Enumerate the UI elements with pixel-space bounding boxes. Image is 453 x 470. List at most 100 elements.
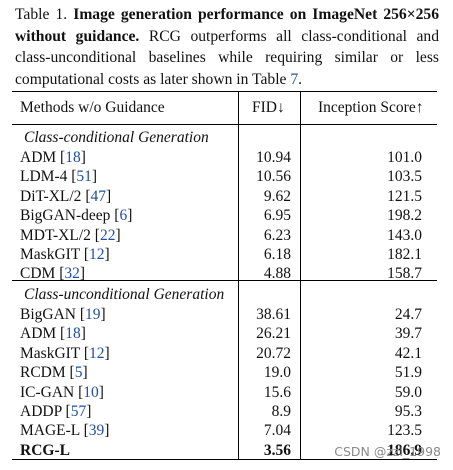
inception-score-cell: 95.3 [394, 403, 422, 420]
table-row: RCDM [5] 19.0 51.9 [0, 364, 453, 384]
citation-link[interactable]: 10 [83, 383, 99, 401]
method-cell: RCG-L [20, 442, 70, 460]
table-row: BigGAN-deep [6] 6.95 198.2 [0, 207, 453, 227]
method-cell: LDM-4 [51] [20, 168, 98, 186]
fid-cell: 10.94 [256, 149, 291, 166]
fid-cell: 9.62 [263, 187, 291, 205]
fid-cell: 20.72 [256, 344, 291, 362]
fid-cell: 8.9 [271, 403, 291, 420]
header-fid: FID↓ [252, 99, 285, 116]
method-cell: MAGE-L [39] [20, 422, 110, 440]
citation-link[interactable]: 51 [76, 168, 92, 186]
method-cell: MDT-XL/2 [22] [20, 226, 121, 244]
method-name: MAGE-L [20, 422, 80, 440]
table-row: MAGE-L [39] 7.04 123.5 [0, 422, 453, 442]
inception-score-cell: 39.7 [394, 325, 422, 343]
method-name: BigGAN-deep [20, 207, 111, 225]
table-row: LDM-4 [51] 10.56 103.5 [0, 168, 453, 188]
method-cell: ADM [18] [20, 149, 86, 166]
header-inception-score: Inception Score↑ [318, 99, 424, 116]
citation-link[interactable]: 18 [65, 325, 81, 343]
method-name: CDM [20, 265, 56, 283]
column-divider-2 [300, 92, 301, 459]
citation-link[interactable]: 19 [85, 306, 101, 323]
citation-link[interactable]: 32 [64, 265, 80, 283]
method-name: RCG-L [20, 441, 70, 459]
caption-text: RCG outperforms all class-conditional an… [15, 27, 439, 88]
table-row: MDT-XL/2 [22] 6.23 143.0 [0, 227, 453, 247]
method-name: ADDP [20, 403, 62, 420]
inception-score-cell: 158.7 [387, 265, 422, 283]
method-cell: MaskGIT [12] [20, 344, 110, 362]
inception-score-cell: 186.9 [387, 441, 422, 459]
section-title: Class-unconditional Generation [24, 286, 225, 303]
inception-score-cell: 59.0 [394, 383, 422, 401]
citation-link[interactable]: 5 [74, 364, 83, 382]
citation-link[interactable]: 57 [70, 403, 87, 420]
inception-score-cell: 24.7 [394, 306, 422, 323]
method-name: MaskGIT [20, 344, 80, 362]
method-cell: ADM [18] [20, 325, 86, 343]
table-row: BigGAN [19] 38.61 24.7 [0, 306, 453, 326]
method-name: ADM [20, 325, 57, 343]
citation-link[interactable]: 12 [89, 344, 105, 362]
method-name: MaskGIT [20, 246, 80, 263]
inception-score-cell: 182.1 [387, 246, 422, 263]
inception-score-cell: 198.2 [387, 207, 422, 225]
method-name: BigGAN [20, 306, 76, 323]
citation-link[interactable]: 22 [99, 226, 116, 244]
citation-link[interactable]: 47 [90, 187, 106, 205]
fid-cell: 6.23 [263, 226, 291, 244]
method-cell: CDM [32] [20, 265, 86, 283]
method-cell: DiT-XL/2 [47] [20, 187, 112, 205]
table-row: MaskGIT [12] 20.72 42.1 [0, 345, 453, 365]
fid-cell: 38.61 [256, 306, 291, 323]
fid-cell: 26.21 [256, 325, 291, 343]
method-cell: BigGAN [19] [20, 306, 106, 323]
fid-cell: 7.04 [263, 422, 291, 440]
citation-link[interactable]: 18 [65, 149, 81, 166]
method-name: MDT-XL/2 [20, 226, 91, 244]
method-name: ADM [20, 149, 57, 166]
caption-table-ref-link[interactable]: 7 [290, 70, 299, 88]
header-methods: Methods w/o Guidance [20, 99, 165, 116]
table-row: CDM [32] 4.88 158.7 [0, 265, 453, 285]
fid-cell: 19.0 [263, 364, 291, 382]
watermark: CSDN @zzl_1998 [334, 444, 441, 459]
table-row: DiT-XL/2 [47] 9.62 121.5 [0, 188, 453, 208]
fid-cell: 10.56 [256, 168, 291, 186]
table-row: RCG-L 3.56 186.9 [0, 442, 453, 462]
inception-score-cell: 42.1 [394, 344, 422, 362]
method-name: LDM-4 [20, 168, 68, 186]
inception-score-cell: 103.5 [387, 168, 422, 186]
method-cell: RCDM [5] [20, 364, 88, 382]
method-cell: BigGAN-deep [6] [20, 207, 133, 225]
fid-cell: 6.18 [263, 246, 291, 263]
table-row: ADM [18] 10.94 101.0 [0, 149, 453, 169]
method-cell: IC-GAN [10] [20, 383, 104, 401]
fid-cell: 15.6 [263, 383, 291, 401]
table-row: MaskGIT [12] 6.18 182.1 [0, 246, 453, 266]
caption-label: Table 1. [15, 6, 68, 23]
citation-link[interactable]: 6 [119, 207, 128, 225]
method-cell: MaskGIT [12] [20, 246, 110, 263]
table-top-rule [12, 91, 437, 93]
table-row: IC-GAN [10] 15.6 59.0 [0, 384, 453, 404]
inception-score-cell: 123.5 [387, 422, 422, 440]
citation-link[interactable]: 12 [89, 246, 105, 263]
caption-title: Image generation performance on ImageNet… [15, 6, 439, 45]
column-divider-1 [238, 92, 239, 459]
table-caption: Table 1. Image generation performance on… [15, 4, 439, 90]
method-cell: ADDP [57] [20, 403, 92, 420]
table-bottom-rule [12, 459, 437, 461]
citation-link[interactable]: 39 [88, 422, 105, 440]
method-name: RCDM [20, 364, 66, 382]
caption-period: . [298, 70, 303, 88]
inception-score-cell: 121.5 [387, 187, 422, 205]
table-row: ADM [18] 26.21 39.7 [0, 325, 453, 345]
header-rule [12, 124, 437, 125]
inception-score-cell: 101.0 [387, 149, 422, 166]
section-rule [12, 280, 437, 281]
inception-score-cell: 143.0 [387, 226, 422, 244]
fid-cell: 4.88 [263, 265, 291, 283]
